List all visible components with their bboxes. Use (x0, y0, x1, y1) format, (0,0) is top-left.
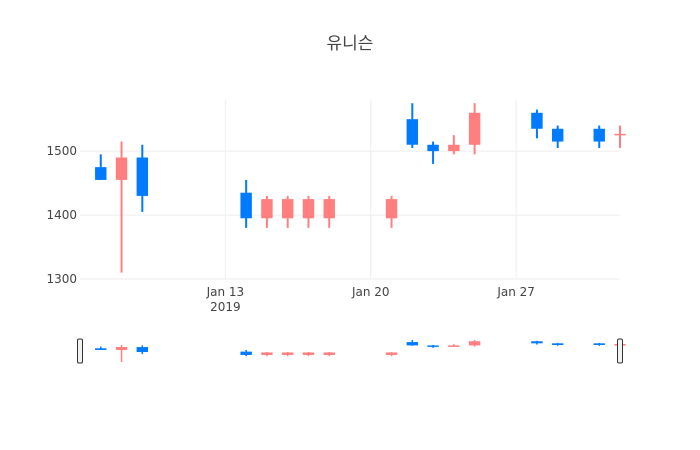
slider-candle-body (261, 352, 273, 355)
candle-body (551, 128, 564, 142)
candle-body (323, 199, 335, 219)
slider-candle (551, 342, 564, 346)
candle-body (281, 199, 294, 219)
slider-candle (323, 352, 335, 357)
slider-candle-body (136, 347, 149, 353)
candle-decreasing[interactable] (95, 154, 107, 180)
candle-increasing[interactable] (281, 195, 294, 228)
slider-candle-body (115, 347, 128, 350)
candle-increasing[interactable] (448, 135, 460, 155)
slider-candle-body (385, 352, 398, 355)
slider-candle-body (448, 345, 460, 347)
candle-increasing[interactable] (302, 195, 315, 228)
slider-candle-body (427, 345, 439, 347)
candle-body (531, 112, 543, 129)
chart-title: 유니슨 (327, 34, 374, 54)
y-tick-label: 1500 (46, 144, 77, 158)
slider-candle-body (406, 342, 419, 346)
slider-candle (95, 346, 107, 350)
x-tick-label: Jan 13 (206, 285, 245, 299)
candle-body (95, 167, 107, 180)
candle-decreasing[interactable] (136, 144, 149, 212)
slider-candle (281, 352, 294, 357)
slider-candle (448, 344, 460, 347)
y-axis-ticks: 1300 1400 1500 (46, 144, 77, 286)
candle-increasing[interactable] (323, 195, 335, 228)
slider-candle-body (95, 348, 107, 350)
slider-candle (468, 340, 481, 347)
candle-decreasing[interactable] (593, 125, 605, 148)
y-tick-label: 1300 (46, 272, 77, 286)
slider-candle-body (302, 352, 315, 355)
x-tick-sublabel: 2019 (210, 300, 241, 314)
candle-decreasing[interactable] (406, 103, 419, 148)
slider-candle-body (281, 352, 294, 355)
slider-candle (115, 344, 128, 362)
slider-candle (302, 352, 315, 357)
slider-candle (531, 340, 543, 345)
slider-candle (261, 352, 273, 357)
candle-increasing[interactable] (261, 195, 273, 228)
candle-body (136, 157, 149, 196)
candle-body (406, 119, 419, 145)
candle-body (448, 144, 460, 152)
x-tick-label: Jan 27 (496, 285, 535, 299)
slider-candle-body (468, 341, 481, 346)
candle-body (261, 199, 273, 219)
grid-layer (80, 100, 620, 280)
candle-body (115, 157, 128, 180)
slider-candle (136, 345, 149, 355)
range-slider-left-handle[interactable] (77, 338, 83, 364)
slider-candle (593, 342, 605, 346)
slider-candle (406, 340, 419, 346)
candle-decreasing[interactable] (427, 141, 439, 164)
x-tick-label: Jan 20 (351, 285, 390, 299)
slider-candle-body (531, 341, 543, 344)
candle-body (240, 192, 252, 219)
slider-candle-body (593, 343, 605, 345)
candle-decreasing[interactable] (551, 125, 564, 148)
candles-layer[interactable] (95, 103, 626, 273)
slider-candle-body (323, 352, 335, 355)
slider-candle-body (240, 351, 252, 355)
slider-candle (427, 344, 439, 348)
candle-body (427, 144, 439, 152)
candle-body (614, 133, 626, 136)
y-tick-label: 1400 (46, 208, 77, 222)
candle-body (302, 199, 315, 219)
candle-decreasing[interactable] (240, 179, 252, 228)
range-slider[interactable] (77, 338, 626, 364)
slider-candle (385, 352, 398, 357)
candle-body (385, 199, 398, 219)
candle-increasing[interactable] (468, 103, 481, 155)
range-slider-right-handle[interactable] (617, 338, 623, 364)
slider-candle-body (551, 343, 564, 345)
candle-increasing[interactable] (614, 125, 626, 148)
candle-increasing[interactable] (115, 141, 128, 273)
candle-increasing[interactable] (385, 195, 398, 228)
candle-body (593, 128, 605, 142)
slider-candle (240, 349, 252, 357)
candle-body (468, 112, 481, 145)
candle-decreasing[interactable] (531, 109, 543, 139)
